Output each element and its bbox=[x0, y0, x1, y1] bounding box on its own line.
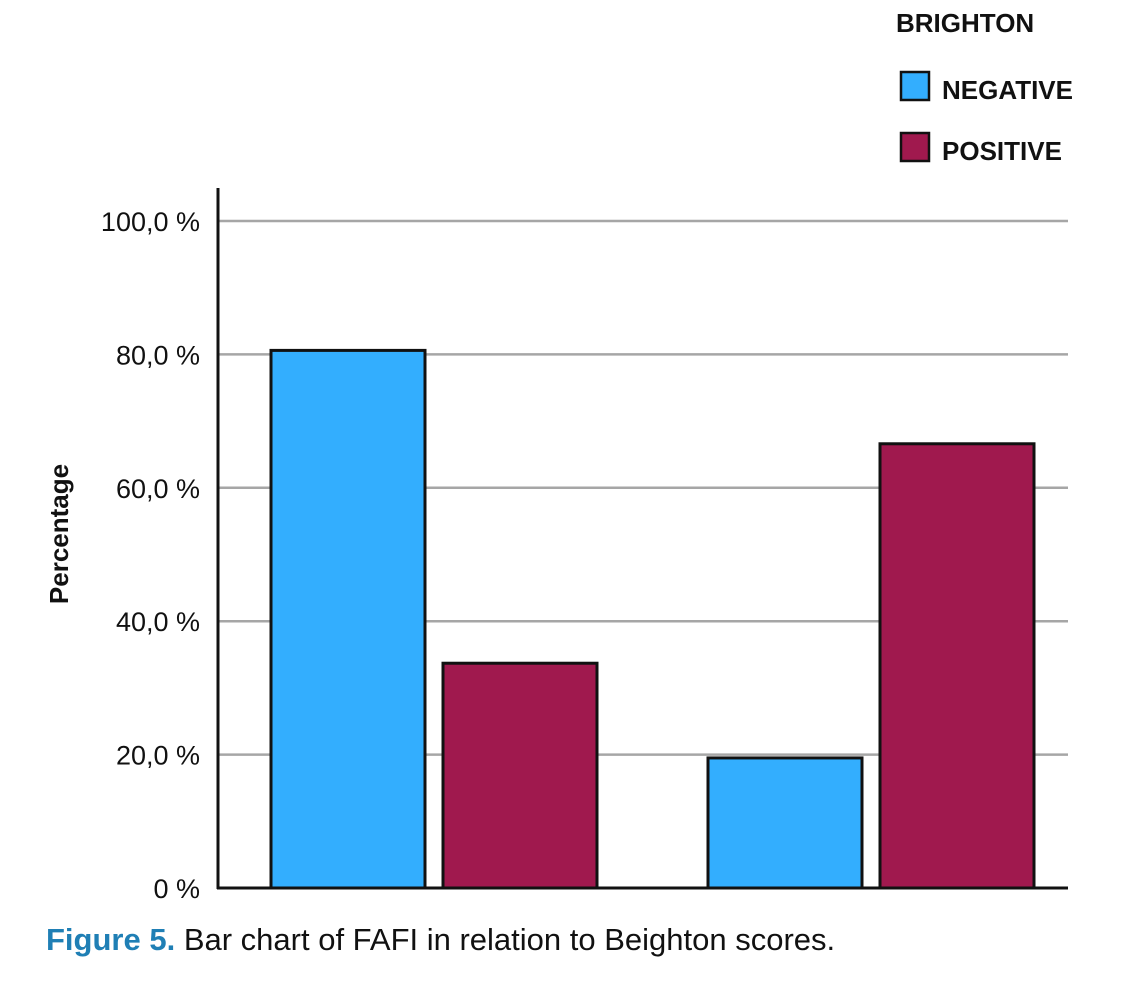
legend-label-negative: NEGATIVE bbox=[942, 75, 1073, 105]
bar-positive-1 bbox=[441, 661, 599, 890]
y-tick-label: 100,0 % bbox=[101, 207, 200, 237]
y-tick-label: 60,0 % bbox=[116, 474, 200, 504]
y-axis-label: Percentage bbox=[44, 464, 74, 604]
y-tick-label: 40,0 % bbox=[116, 607, 200, 637]
legend-title: BRIGHTON bbox=[896, 8, 1034, 38]
legend-label-positive: POSITIVE bbox=[942, 136, 1062, 166]
caption-text: Bar chart of FAFI in relation to Beighto… bbox=[175, 922, 836, 957]
legend-swatch-positive bbox=[899, 131, 931, 163]
y-tick-label: 20,0 % bbox=[116, 741, 200, 771]
y-tick-label: 0 % bbox=[153, 874, 200, 904]
bar-positive-2 bbox=[878, 442, 1036, 890]
figure-caption: Figure 5. Bar chart of FAFI in relation … bbox=[46, 922, 835, 958]
bar-negative-2 bbox=[706, 756, 864, 890]
legend-swatch-negative bbox=[899, 70, 931, 102]
y-tick-label: 80,0 % bbox=[116, 340, 200, 370]
bar-negative-1 bbox=[269, 348, 427, 890]
figure-label: Figure 5. bbox=[46, 922, 176, 957]
